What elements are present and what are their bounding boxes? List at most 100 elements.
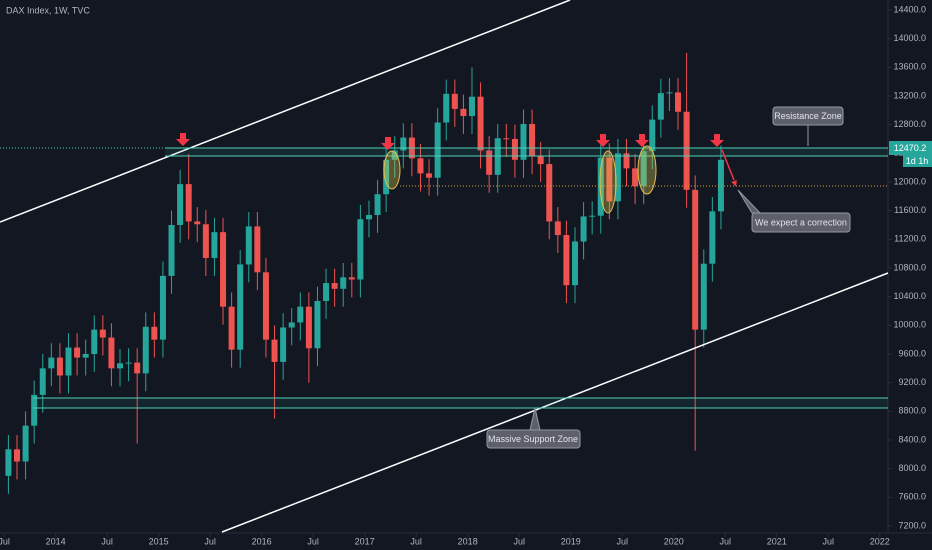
- candle-body: [511, 139, 518, 160]
- x-tick-label: 2022: [870, 536, 890, 546]
- candle-body: [177, 184, 184, 225]
- candle-body: [460, 108, 467, 117]
- candle-body: [262, 272, 269, 340]
- candle-body: [640, 151, 647, 187]
- candle-body: [151, 326, 158, 340]
- candle-body: [211, 232, 218, 258]
- candle-body: [606, 157, 613, 202]
- x-tick-label: Jul: [0, 536, 10, 546]
- candle-body: [365, 214, 372, 220]
- y-tick-label: 8800.0: [898, 406, 926, 416]
- x-tick-label: Jul: [204, 536, 216, 546]
- resistance-zone: [165, 148, 888, 156]
- candle-body: [65, 347, 72, 376]
- highlight-ellipse: [599, 150, 617, 214]
- candle-body: [331, 283, 338, 289]
- y-tick-label: 11200.0: [894, 234, 926, 244]
- candle-body: [348, 277, 355, 280]
- support-zone: [33, 398, 888, 408]
- candle-body: [494, 138, 501, 175]
- x-tick-label: Jul: [101, 536, 113, 546]
- x-tick-label: 2020: [664, 536, 684, 546]
- candle-body: [159, 275, 166, 340]
- x-tick-label: Jul: [513, 536, 525, 546]
- price-label: 12470.2: [894, 143, 927, 153]
- callout-text: We expect a correction: [755, 217, 847, 227]
- candle-body: [426, 173, 433, 178]
- candle-body: [99, 329, 106, 338]
- candle-body: [288, 322, 295, 328]
- down-arrow: [635, 134, 649, 147]
- price-label-box: [889, 141, 932, 155]
- candle-body: [74, 347, 81, 358]
- y-tick-label: 12000.0: [893, 176, 926, 186]
- down-arrow: [176, 133, 190, 146]
- candle-body: [5, 449, 12, 476]
- candle-body: [254, 226, 261, 273]
- candle-body: [39, 368, 46, 395]
- y-tick-label: 12800.0: [893, 119, 926, 129]
- y-tick-label: 13200.0: [893, 90, 926, 100]
- candle-body: [194, 221, 201, 225]
- callout-box: [772, 106, 844, 126]
- candle-body: [683, 111, 690, 190]
- candle-body: [91, 329, 98, 354]
- x-tick-label: 2017: [355, 536, 375, 546]
- candle-body: [537, 156, 544, 165]
- candle-body: [108, 337, 115, 369]
- candle-body: [666, 92, 673, 94]
- candle-body: [357, 219, 364, 280]
- callout-text: Resistance Zone: [774, 111, 842, 121]
- x-tick-label: Jul: [719, 536, 731, 546]
- callout-box: [486, 429, 581, 449]
- candle-body: [468, 96, 475, 117]
- candle-body: [717, 159, 724, 212]
- callout-text: Massive Support Zone: [488, 434, 578, 444]
- candle-body: [280, 327, 287, 362]
- candle-body: [589, 215, 596, 217]
- x-tick-label: Jul: [410, 536, 422, 546]
- candle-body: [305, 306, 312, 349]
- candle-body: [443, 93, 450, 123]
- y-tick-label: 7600.0: [898, 492, 926, 502]
- candle-body: [323, 283, 330, 301]
- countdown-box: [903, 155, 932, 167]
- lower-trend-line: [221, 272, 889, 533]
- correction-arrowhead: [731, 179, 737, 187]
- candle-body: [142, 326, 149, 374]
- y-tick-label: 10800.0: [893, 262, 926, 272]
- x-tick-label: Jul: [822, 536, 834, 546]
- y-tick-label: 10000.0: [893, 320, 926, 330]
- y-tick-label: 13600.0: [893, 62, 926, 72]
- candle-body: [529, 123, 536, 157]
- candle-body: [563, 235, 570, 286]
- candle-body: [245, 226, 252, 265]
- arrows: [176, 133, 724, 150]
- candle-body: [486, 150, 493, 175]
- x-tick-label: 2016: [252, 536, 272, 546]
- candle-body: [134, 362, 141, 374]
- y-tick-label: 10400.0: [893, 291, 926, 301]
- candles: [5, 53, 724, 494]
- candle-body: [554, 221, 561, 236]
- candle-body: [125, 362, 132, 364]
- candle-body: [237, 264, 244, 350]
- y-tick-label: 11600.0: [894, 205, 926, 215]
- down-arrow: [381, 137, 395, 150]
- candle-body: [700, 263, 707, 330]
- candle-body: [520, 123, 527, 160]
- correction-arrow: [721, 149, 735, 181]
- candle-body: [417, 158, 424, 174]
- candle-body: [692, 189, 699, 330]
- candle-body: [623, 153, 630, 169]
- candle-body: [31, 394, 38, 426]
- candle-body: [185, 184, 192, 222]
- y-tick-label: 8400.0: [898, 434, 926, 444]
- down-arrow: [710, 134, 724, 147]
- callout-box: [751, 212, 851, 233]
- candle-body: [22, 425, 29, 462]
- down-arrow: [596, 134, 610, 147]
- x-tick-label: 2019: [561, 536, 581, 546]
